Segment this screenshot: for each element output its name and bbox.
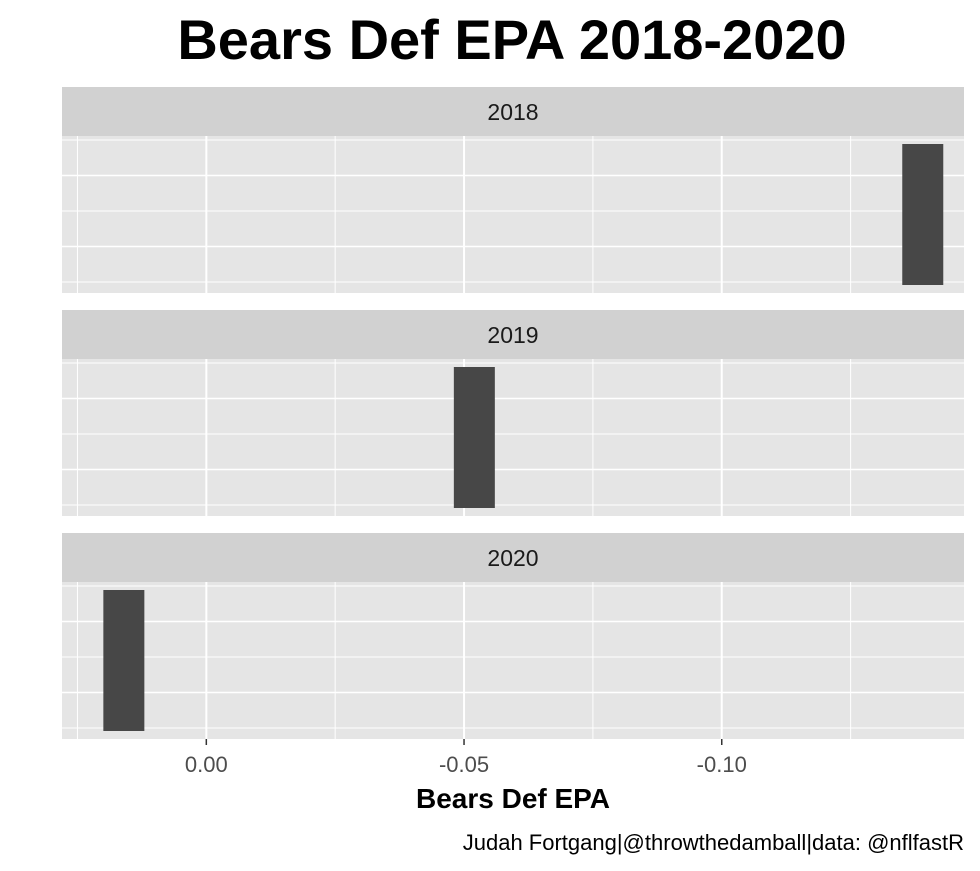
- chart-title: Bears Def EPA 2018-2020: [177, 8, 846, 71]
- bar-2019: [453, 367, 495, 508]
- x-tick-label: -0.05: [439, 752, 489, 777]
- x-axis-ticks: 0.00 -0.05 -0.10: [185, 739, 747, 777]
- facet-panel: [62, 136, 964, 293]
- chart-caption: Judah Fortgang|@throwthedamball|data: @n…: [463, 830, 964, 855]
- facet-strip-label: 2019: [487, 322, 538, 348]
- facet-2019: 2019: [62, 310, 964, 516]
- facet-strip: [62, 87, 964, 136]
- facet-strip: [62, 310, 964, 359]
- facets: 2018 2019 2020: [62, 87, 964, 739]
- facet-panel: [62, 359, 964, 516]
- x-tick-label: -0.10: [697, 752, 747, 777]
- facet-2020: 2020: [62, 533, 964, 739]
- bar-2020: [103, 590, 145, 731]
- facet-strip-label: 2020: [487, 545, 538, 571]
- facet-panel: [62, 582, 964, 739]
- x-axis-title: Bears Def EPA: [416, 783, 610, 814]
- x-tick-label: 0.00: [185, 752, 228, 777]
- facet-2018: 2018: [62, 87, 964, 293]
- bar-2018: [902, 144, 944, 285]
- facet-strip: [62, 533, 964, 582]
- facet-strip-label: 2018: [487, 99, 538, 125]
